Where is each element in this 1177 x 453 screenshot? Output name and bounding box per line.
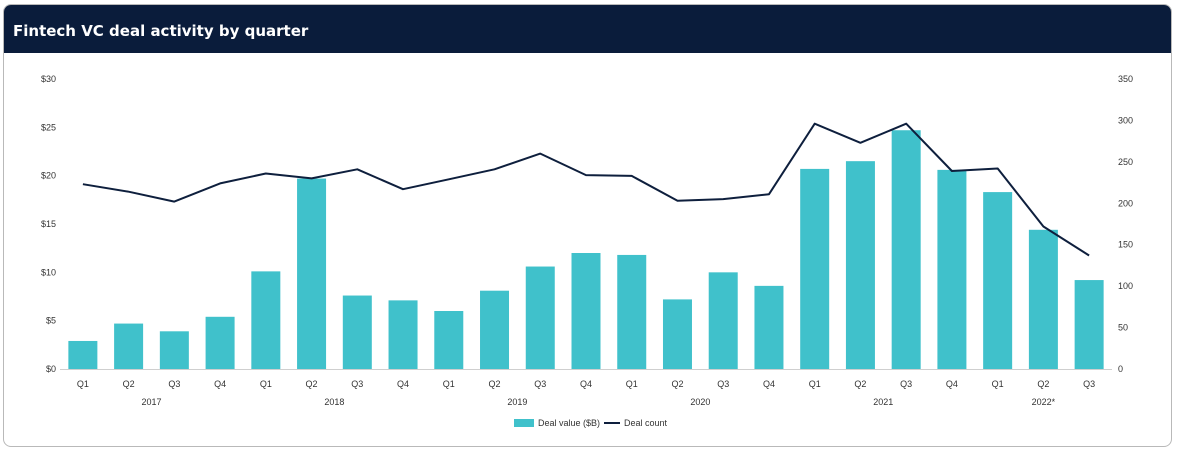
- chart-title: Fintech VC deal activity by quarter: [13, 22, 309, 40]
- y-left-tick-label: $25: [41, 122, 56, 132]
- bar: [159, 331, 189, 369]
- y-right-tick-label: 0: [1118, 364, 1123, 374]
- x-tick-label: Q4: [397, 379, 409, 389]
- bar: [68, 340, 98, 369]
- bar: [434, 311, 464, 369]
- x-tick-label: Q3: [717, 379, 729, 389]
- year-label: 2017: [141, 397, 161, 407]
- x-tick-label: Q1: [809, 379, 821, 389]
- x-tick-label: Q3: [900, 379, 912, 389]
- y-left-tick-label: $0: [46, 364, 56, 374]
- y-left-tick-label: $5: [46, 316, 56, 326]
- bar: [205, 316, 235, 369]
- bar: [983, 192, 1013, 369]
- bar: [800, 168, 830, 369]
- x-tick-label: Q3: [534, 379, 546, 389]
- bar: [662, 299, 692, 369]
- y-right-tick-label: 350: [1118, 74, 1133, 84]
- bar: [251, 271, 281, 369]
- bar: [1028, 229, 1058, 369]
- x-tick-label: Q3: [351, 379, 363, 389]
- legend-label-deal-value: Deal value ($B): [538, 418, 600, 428]
- x-tick-label: Q1: [260, 379, 272, 389]
- x-tick-label: Q2: [123, 379, 135, 389]
- x-tick-label: Q1: [626, 379, 638, 389]
- bar: [708, 272, 738, 369]
- bar: [754, 285, 784, 369]
- y-right-tick-label: 100: [1118, 281, 1133, 291]
- x-tick-label: Q2: [489, 379, 501, 389]
- bar: [342, 295, 372, 369]
- y-right-tick-label: 50: [1118, 323, 1128, 333]
- y-right-tick-label: 250: [1118, 157, 1133, 167]
- x-tick-label: Q2: [671, 379, 683, 389]
- y-left-tick-label: $15: [41, 219, 56, 229]
- deal-count-line: [82, 122, 1090, 257]
- bar: [891, 130, 921, 369]
- x-tick-label: Q1: [443, 379, 455, 389]
- legend-swatch-bar: [514, 419, 534, 427]
- x-tick-label: Q1: [992, 379, 1004, 389]
- x-tick-label: Q4: [946, 379, 958, 389]
- bar: [114, 323, 144, 369]
- chart-header: Fintech VC deal activity by quarter: [4, 5, 1171, 53]
- x-tick-label: Q2: [306, 379, 318, 389]
- bar: [845, 161, 875, 369]
- x-tick-label: Q4: [763, 379, 775, 389]
- x-tick-label: Q4: [580, 379, 592, 389]
- y-left-tick-label: $20: [41, 171, 56, 181]
- bar: [937, 169, 967, 369]
- year-label: 2020: [690, 397, 710, 407]
- x-tick-label: Q4: [214, 379, 226, 389]
- chart-card: Fintech VC deal activity by quarter: [3, 4, 1172, 447]
- bar: [297, 178, 327, 369]
- y-left-tick-label: $10: [41, 267, 56, 277]
- y-right-tick-label: 150: [1118, 240, 1133, 250]
- x-tick-label: Q1: [77, 379, 89, 389]
- year-label: 2019: [507, 397, 527, 407]
- x-tick-label: Q2: [854, 379, 866, 389]
- legend-label-deal-count: Deal count: [624, 418, 668, 428]
- bar: [1074, 280, 1104, 369]
- y-left-tick-label: $30: [41, 74, 56, 84]
- y-right-tick-label: 300: [1118, 115, 1133, 125]
- x-tick-label: Q2: [1037, 379, 1049, 389]
- year-label: 2021: [873, 397, 893, 407]
- bar: [480, 290, 510, 369]
- bar: [571, 253, 601, 369]
- x-tick-label: Q3: [1083, 379, 1095, 389]
- year-label: 2022*: [1032, 397, 1056, 407]
- year-label: 2018: [324, 397, 344, 407]
- y-right-tick-label: 200: [1118, 198, 1133, 208]
- x-tick-label: Q3: [168, 379, 180, 389]
- bar: [525, 266, 555, 369]
- bar: [617, 254, 647, 369]
- bar: [388, 300, 418, 369]
